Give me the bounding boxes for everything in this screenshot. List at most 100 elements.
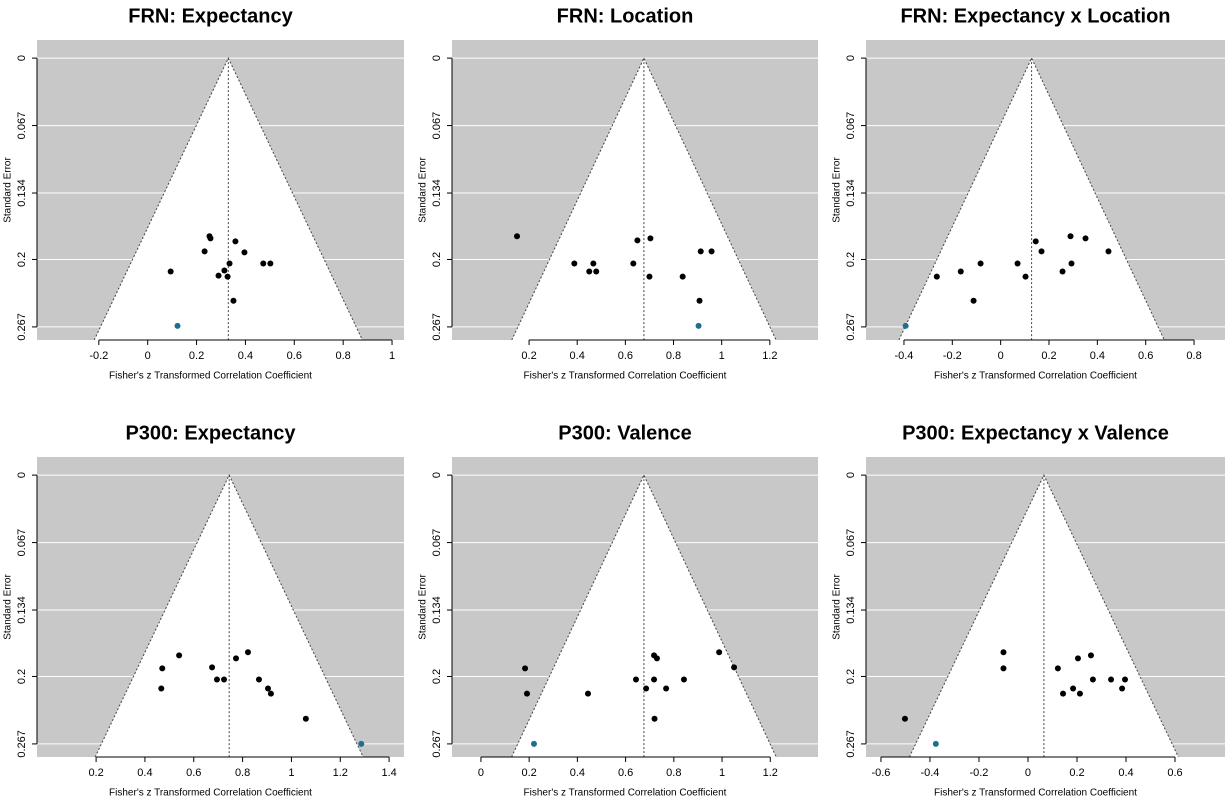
- x-tick-label: 0.6: [1167, 767, 1182, 779]
- study-point: [651, 676, 658, 683]
- x-tick-label: 0.4: [570, 350, 585, 362]
- x-tick-label: -0.4: [894, 350, 913, 362]
- study-point: [221, 676, 228, 683]
- study-point: [696, 297, 703, 304]
- y-tick-label: 0.067: [845, 112, 857, 140]
- y-tick-label: 0.134: [431, 179, 443, 207]
- study-point: [1108, 676, 1115, 683]
- x-axis-label: Fisher's z Transformed Correlation Coeff…: [934, 371, 1137, 382]
- study-point: [264, 685, 271, 692]
- funnel-panel: P300: Expectancy x Valence Fisher's z Tra…: [832, 422, 1225, 799]
- study-point: [174, 322, 181, 329]
- chart-title: P300: Valence: [558, 422, 691, 444]
- study-point: [1022, 273, 1029, 280]
- study-point: [523, 690, 530, 697]
- study-point: [514, 233, 521, 240]
- study-point: [586, 268, 593, 275]
- y-tick-label: 0.2: [845, 252, 857, 267]
- x-axis-label: Fisher's z Transformed Correlation Coeff…: [109, 371, 312, 382]
- study-point: [1038, 248, 1045, 255]
- x-tick-label: 0.4: [137, 767, 152, 779]
- y-tick-label: 0.134: [431, 596, 443, 624]
- study-point: [651, 715, 658, 722]
- funnel-panel: FRN: Expectancy Fisher's z Transformed Co…: [3, 5, 404, 382]
- y-tick-label: 0: [845, 472, 857, 478]
- chart-title: FRN: Expectancy: [128, 5, 293, 27]
- study-point: [957, 268, 964, 275]
- x-tick-label: 1.2: [762, 350, 777, 362]
- x-tick-label: -0.2: [943, 350, 962, 362]
- study-point: [1082, 235, 1089, 242]
- study-point: [1070, 685, 1077, 692]
- study-point: [260, 260, 267, 267]
- y-tick-label: 0: [431, 472, 443, 478]
- x-tick-label: 0.4: [238, 350, 253, 362]
- study-point: [653, 655, 660, 662]
- x-tick-label: 1.2: [763, 767, 778, 779]
- study-point: [593, 268, 600, 275]
- study-point: [1068, 260, 1075, 267]
- study-point: [708, 248, 715, 255]
- x-tick-label: 0.2: [189, 350, 204, 362]
- study-point: [977, 260, 984, 267]
- study-point: [1089, 676, 1096, 683]
- x-tick-label: 0: [478, 767, 484, 779]
- x-tick-label: 1: [288, 767, 294, 779]
- study-point: [1067, 233, 1074, 240]
- study-point: [679, 273, 686, 280]
- study-point: [159, 665, 166, 672]
- y-axis-label: Standard Error: [832, 157, 843, 223]
- y-tick-label: 0.2: [431, 669, 443, 684]
- study-point: [632, 676, 639, 683]
- y-axis-label: Standard Error: [3, 157, 14, 223]
- study-point: [230, 297, 237, 304]
- x-tick-label: 0.4: [1090, 350, 1105, 362]
- x-tick-label: 0.6: [618, 350, 633, 362]
- study-point: [530, 740, 537, 747]
- study-point: [646, 273, 653, 280]
- study-point: [158, 685, 165, 692]
- study-point: [1054, 665, 1061, 672]
- x-tick-label: 0.6: [287, 350, 302, 362]
- y-axis-label: Standard Error: [832, 574, 843, 640]
- study-point: [1032, 238, 1039, 245]
- study-point: [1105, 248, 1112, 255]
- y-tick-label: 0.267: [16, 313, 28, 341]
- x-axis-label: Fisher's z Transformed Correlation Coeff…: [524, 371, 727, 382]
- chart-title: P300: Expectancy: [125, 422, 296, 444]
- x-tick-label: 1.2: [333, 767, 348, 779]
- study-point: [1000, 665, 1007, 672]
- study-point: [590, 260, 597, 267]
- y-axis-label: Standard Error: [3, 574, 14, 640]
- x-tick-label: 0.2: [521, 350, 536, 362]
- study-point: [1076, 690, 1083, 697]
- x-tick-label: 0.2: [88, 767, 103, 779]
- study-point: [241, 249, 248, 256]
- y-tick-label: 0.267: [16, 730, 28, 758]
- study-point: [167, 268, 174, 275]
- study-point: [267, 690, 274, 697]
- chart-title: FRN: Location: [557, 5, 694, 27]
- study-point: [226, 260, 233, 267]
- study-point: [731, 664, 738, 671]
- x-tick-label: 0.6: [186, 767, 201, 779]
- study-point: [584, 690, 591, 697]
- study-point: [213, 676, 220, 683]
- x-tick-label: -0.4: [920, 767, 939, 779]
- study-point: [233, 655, 240, 662]
- study-point: [663, 685, 670, 692]
- study-point: [932, 740, 939, 747]
- x-tick-label: 0.6: [1138, 350, 1153, 362]
- x-tick-label: 0.8: [336, 350, 351, 362]
- funnel-panel: P300: Expectancy Fisher's z Transformed C…: [3, 422, 404, 799]
- study-point: [209, 664, 216, 671]
- study-point: [1119, 685, 1126, 692]
- chart-title: P300: Expectancy x Valence: [902, 422, 1169, 444]
- x-tick-label: 0.2: [1069, 767, 1084, 779]
- study-point: [1059, 268, 1066, 275]
- study-point: [970, 297, 977, 304]
- study-point: [1074, 655, 1081, 662]
- y-tick-label: 0: [16, 55, 28, 61]
- y-tick-label: 0.2: [16, 669, 28, 684]
